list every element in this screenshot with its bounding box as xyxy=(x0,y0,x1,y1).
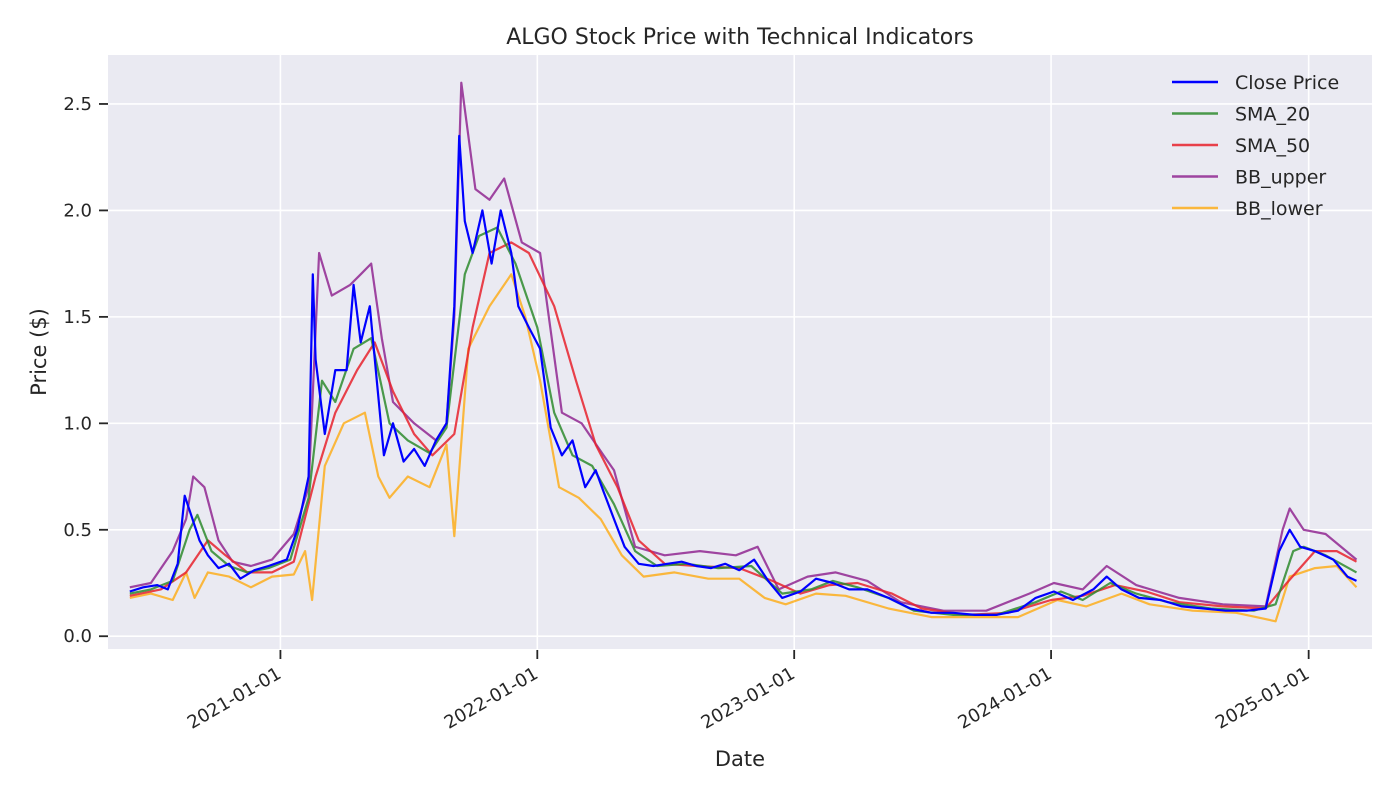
y-tick-label: 2.0 xyxy=(63,200,92,221)
y-tick-label: 0.0 xyxy=(63,626,92,647)
series-line-close-price xyxy=(129,134,1357,617)
y-axis-label: Price ($) xyxy=(27,308,51,396)
series-line-sma-50 xyxy=(129,241,1358,617)
legend-label: BB_lower xyxy=(1235,198,1323,220)
series-layer xyxy=(129,81,1358,623)
legend-label: SMA_50 xyxy=(1235,135,1310,157)
y-tick-label: 1.5 xyxy=(63,307,92,328)
chart-title: ALGO Stock Price with Technical Indicato… xyxy=(506,25,974,50)
y-axis: 0.0 0.5 1.0 1.5 2.0 2.5 xyxy=(63,94,108,647)
x-axis-label: Date xyxy=(715,747,765,771)
plot-area xyxy=(108,55,1372,649)
legend: Close Price SMA_20 SMA_50 BB_upper BB_lower xyxy=(1172,72,1339,220)
y-tick-label: 2.5 xyxy=(63,94,92,115)
series-line-bb-lower xyxy=(129,273,1358,623)
y-tick-label: 0.5 xyxy=(63,520,92,541)
y-tick-label: 1.0 xyxy=(63,413,92,434)
series-line-bb-upper xyxy=(129,81,1358,612)
legend-label: SMA_20 xyxy=(1235,104,1310,126)
legend-label: Close Price xyxy=(1235,72,1339,94)
legend-label: BB_upper xyxy=(1235,167,1326,189)
